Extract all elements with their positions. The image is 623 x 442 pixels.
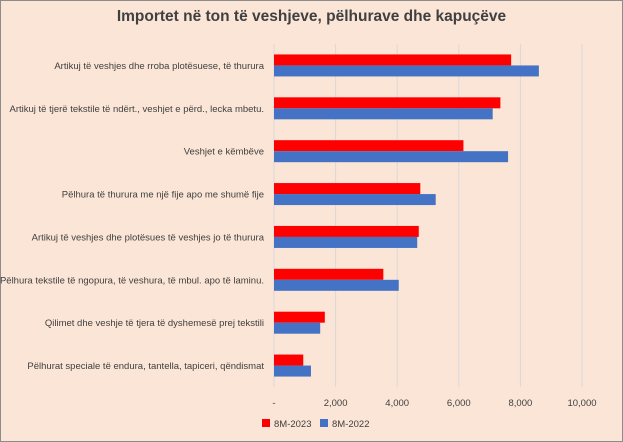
category-label: Veshjet e këmbëve <box>184 147 264 158</box>
category-label: Artikuj të veshjes dhe rroba plotësuese,… <box>54 61 264 72</box>
x-tick-label: 10,000 <box>567 398 596 409</box>
bar-8M-2023 <box>274 183 421 195</box>
bar-8M-2022 <box>274 236 418 248</box>
legend: 8M-2023 8M-2022 <box>262 419 370 430</box>
legend-label: 8M-2022 <box>332 419 370 430</box>
bar-8M-2023 <box>274 54 512 66</box>
bar-8M-2022 <box>274 65 539 77</box>
category-labels: Artikuj të veshjes dhe rroba plotësuese,… <box>0 61 265 372</box>
bars <box>274 54 539 377</box>
bar-8M-2022 <box>274 322 321 334</box>
x-tick-label: 4,000 <box>385 398 409 409</box>
bar-8M-2023 <box>274 354 304 366</box>
legend-swatch <box>262 419 270 427</box>
bar-8M-2022 <box>274 151 509 163</box>
legend-label: 8M-2023 <box>274 419 312 430</box>
bar-8M-2022 <box>274 279 399 291</box>
category-label: Artikuj të tjerë tekstile të ndërt., ves… <box>9 104 264 115</box>
bar-8M-2023 <box>274 140 464 152</box>
category-label: Artikuj të veshjes dhe plotësues të vesh… <box>32 232 265 243</box>
x-tick-label: 6,000 <box>447 398 471 409</box>
legend-swatch <box>320 419 328 427</box>
bar-8M-2023 <box>274 97 501 109</box>
bar-8M-2022 <box>274 194 436 206</box>
bar-8M-2023 <box>274 268 384 280</box>
category-label: Pëlhura tekstile të ngopura, të veshura,… <box>0 275 264 286</box>
chart-title: Importet në ton të veshjeve, pëlhurave d… <box>116 8 507 25</box>
bar-8M-2022 <box>274 365 311 377</box>
bar-8M-2023 <box>274 311 325 323</box>
bar-8M-2022 <box>274 108 493 120</box>
x-tick-label: - <box>272 398 275 409</box>
gridlines <box>273 44 583 387</box>
x-tick-label: 8,000 <box>509 398 533 409</box>
x-tick-label: 2,000 <box>324 398 348 409</box>
category-label: Pëlhura të thurura me një fije apo me sh… <box>62 190 264 201</box>
category-label: Pëlhurat speciale të endura, tantella, t… <box>27 361 264 372</box>
x-tick-labels: - 2,000 4,000 6,000 8,000 10,000 <box>272 398 596 409</box>
bar-8M-2023 <box>274 225 419 237</box>
category-label: Qilimet dhe veshje të tjera të dyshemesë… <box>45 318 264 329</box>
